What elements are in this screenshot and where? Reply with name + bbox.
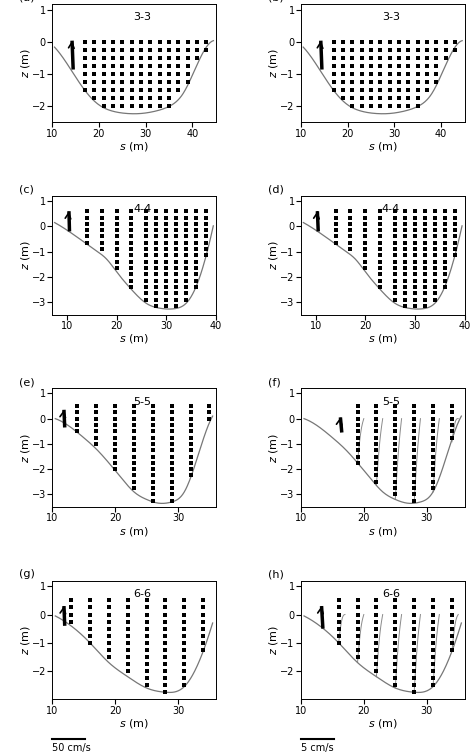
Y-axis label: $z$ (m): $z$ (m) (267, 240, 280, 271)
Y-axis label: $z$ (m): $z$ (m) (18, 48, 31, 78)
X-axis label: $s$ (m): $s$ (m) (119, 525, 149, 538)
Y-axis label: $z$ (m): $z$ (m) (267, 625, 280, 655)
Text: (f): (f) (268, 377, 281, 387)
Text: (g): (g) (19, 569, 35, 579)
Y-axis label: $z$ (m): $z$ (m) (18, 240, 31, 271)
Text: 4-4: 4-4 (133, 204, 151, 215)
Text: 4-4: 4-4 (382, 204, 400, 215)
Y-axis label: $z$ (m): $z$ (m) (267, 48, 280, 78)
Text: 5 cm/s: 5 cm/s (301, 743, 334, 753)
X-axis label: $s$ (m): $s$ (m) (368, 717, 398, 730)
Text: (h): (h) (268, 569, 284, 579)
Text: (b): (b) (268, 0, 284, 2)
X-axis label: $s$ (m): $s$ (m) (119, 333, 149, 345)
Text: 6-6: 6-6 (133, 589, 151, 599)
Text: (a): (a) (19, 0, 35, 2)
Text: (e): (e) (19, 377, 35, 387)
Text: 5-5: 5-5 (133, 397, 151, 407)
Y-axis label: $z$ (m): $z$ (m) (18, 432, 31, 463)
X-axis label: $s$ (m): $s$ (m) (119, 717, 149, 730)
X-axis label: $s$ (m): $s$ (m) (368, 140, 398, 153)
Text: (c): (c) (19, 185, 34, 195)
Text: 3-3: 3-3 (382, 12, 400, 22)
Text: 5-5: 5-5 (382, 397, 400, 407)
Text: 3-3: 3-3 (133, 12, 151, 22)
Y-axis label: $z$ (m): $z$ (m) (18, 625, 31, 655)
Text: 6-6: 6-6 (382, 589, 400, 599)
X-axis label: $s$ (m): $s$ (m) (368, 525, 398, 538)
X-axis label: $s$ (m): $s$ (m) (368, 333, 398, 345)
X-axis label: $s$ (m): $s$ (m) (119, 140, 149, 153)
Text: (d): (d) (268, 185, 284, 195)
Y-axis label: $z$ (m): $z$ (m) (267, 432, 280, 463)
Text: 50 cm/s: 50 cm/s (52, 743, 91, 753)
